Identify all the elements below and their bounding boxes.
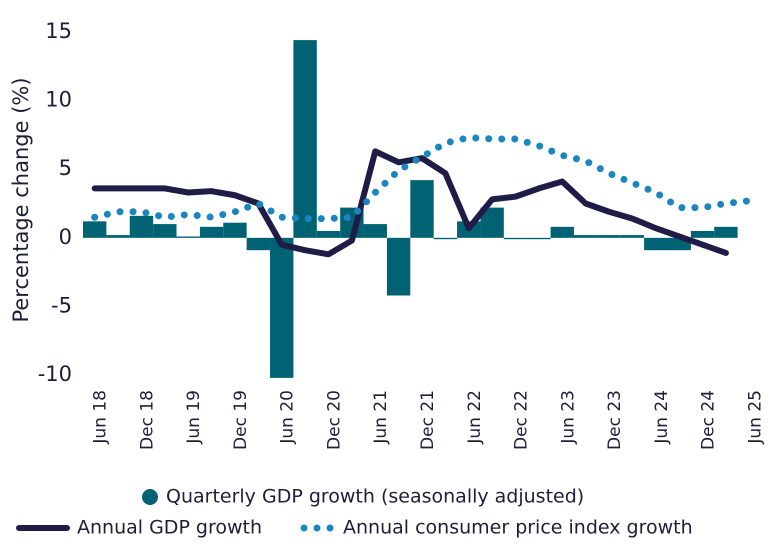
x-tick-label: Dec 23 <box>605 390 625 450</box>
y-tick-label: -5 <box>51 293 72 317</box>
bar <box>176 236 200 238</box>
bar <box>223 222 247 238</box>
x-tick-label: Dec 22 <box>512 390 532 450</box>
x-tick-label: Dec 18 <box>137 390 157 450</box>
bar <box>714 226 738 238</box>
bar <box>293 40 317 238</box>
x-tick-label: Jun 21 <box>371 390 391 445</box>
bar <box>644 237 668 251</box>
bar <box>199 226 224 238</box>
x-tick-label: Jun 25 <box>745 390 765 445</box>
legend-label: Quarterly GDP growth (seasonally adjuste… <box>166 486 584 508</box>
bar <box>550 226 574 238</box>
x-tick-label: Dec 19 <box>231 390 251 450</box>
bar <box>620 235 645 238</box>
y-axis-title: Percentage change (%) <box>9 77 33 322</box>
legend-swatch <box>142 489 158 505</box>
bar <box>363 224 387 238</box>
x-tick-label: Dec 21 <box>418 390 438 450</box>
y-tick-label: 0 <box>59 225 72 249</box>
y-tick-label: 5 <box>59 156 72 180</box>
bar <box>129 215 154 238</box>
bar <box>83 221 107 238</box>
x-tick-label: Jun 20 <box>278 390 298 445</box>
x-tick-label: Dec 20 <box>324 390 344 450</box>
bar <box>153 224 177 238</box>
x-tick-label: Jun 22 <box>465 390 485 445</box>
y-tick-label: 10 <box>45 88 72 112</box>
bar <box>433 237 458 240</box>
line <box>91 148 729 258</box>
bar <box>480 207 504 238</box>
bar <box>503 237 528 240</box>
bar <box>597 235 621 238</box>
bar <box>270 237 294 378</box>
bar <box>106 235 130 238</box>
bar <box>410 180 434 238</box>
x-tick-label: Dec 24 <box>699 390 719 450</box>
y-tick-label: 15 <box>45 19 72 43</box>
y-tick-label: -10 <box>38 362 72 386</box>
bar <box>246 237 271 251</box>
bar <box>573 235 598 238</box>
bar <box>527 237 551 240</box>
x-tick-label: Jun 19 <box>184 390 204 445</box>
bar <box>316 230 341 238</box>
legend-label: Annual GDP growth <box>77 517 262 539</box>
x-tick-label: Jun 18 <box>91 390 111 445</box>
x-tick-label: Jun 24 <box>652 390 672 445</box>
bar <box>690 230 715 238</box>
legend-label: Annual consumer price index growth <box>343 517 693 539</box>
x-tick-label: Jun 23 <box>558 390 578 445</box>
bar <box>386 237 411 296</box>
